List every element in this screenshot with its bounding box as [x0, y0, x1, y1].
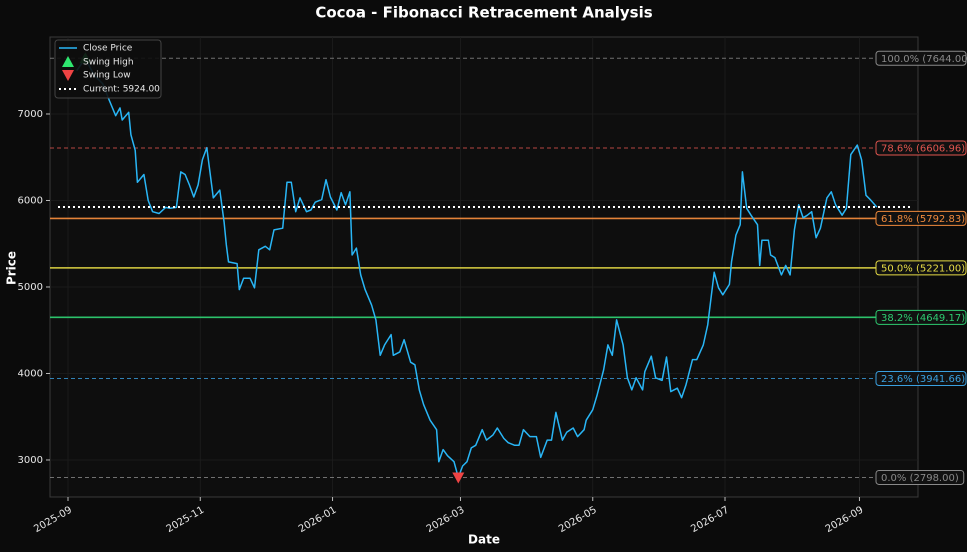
- level-label: 38.2% (4649.17): [875, 309, 967, 325]
- level-label-box: [875, 260, 967, 276]
- legend: Close Price Swing High Swing Low Current: 5…: [54, 39, 162, 99]
- level-label-text: 78.6% (6606.96): [881, 143, 965, 154]
- legend-label: Swing High: [83, 58, 134, 68]
- plot-area: [49, 36, 919, 498]
- level-label-text: 38.2% (4649.17): [881, 313, 965, 324]
- legend-label: Close Price: [83, 44, 133, 54]
- y-tick-label: 5000: [18, 282, 43, 293]
- level-label-box: [875, 309, 967, 325]
- level-label-box: [875, 140, 967, 156]
- y-axis-label: Price: [5, 251, 19, 285]
- y-tick-label: 3000: [18, 455, 43, 466]
- level-label-text: 23.6% (3941.66): [881, 374, 965, 385]
- level-label: 61.8% (5792.83): [875, 210, 967, 226]
- level-label-box: [875, 469, 965, 485]
- chart-title: Cocoa - Fibonacci Retracement Analysis: [315, 4, 652, 22]
- y-tick-label: 6000: [18, 195, 43, 206]
- legend-label: Swing Low: [83, 71, 131, 81]
- level-label: 0.0% (2798.00): [875, 469, 965, 485]
- y-tick-label: 7000: [18, 109, 43, 120]
- legend-swatch: [62, 70, 74, 81]
- level-label-box: [875, 210, 967, 226]
- x-axis-label: Date: [468, 533, 500, 547]
- legend-box: [54, 39, 162, 99]
- level-label-box: [875, 371, 967, 387]
- level-label-text: 61.8% (5792.83): [881, 214, 965, 225]
- price-line: [76, 57, 878, 479]
- level-label: 23.6% (3941.66): [875, 371, 967, 387]
- legend-swatch: [62, 56, 74, 67]
- level-label-text: 50.0% (5221.00): [881, 263, 965, 274]
- legend-label: Current: 5924.00: [83, 85, 160, 95]
- level-label-text: 100.0% (7644.00): [881, 54, 967, 65]
- level-label: 100.0% (7644.00): [875, 50, 967, 66]
- level-label: 78.6% (6606.96): [875, 140, 967, 156]
- swing-low-marker: [452, 472, 465, 484]
- level-label-box: [875, 50, 967, 66]
- y-tick-label: 4000: [18, 368, 43, 379]
- level-label-text: 0.0% (2798.00): [881, 473, 959, 484]
- level-label: 50.0% (5221.00): [875, 260, 967, 276]
